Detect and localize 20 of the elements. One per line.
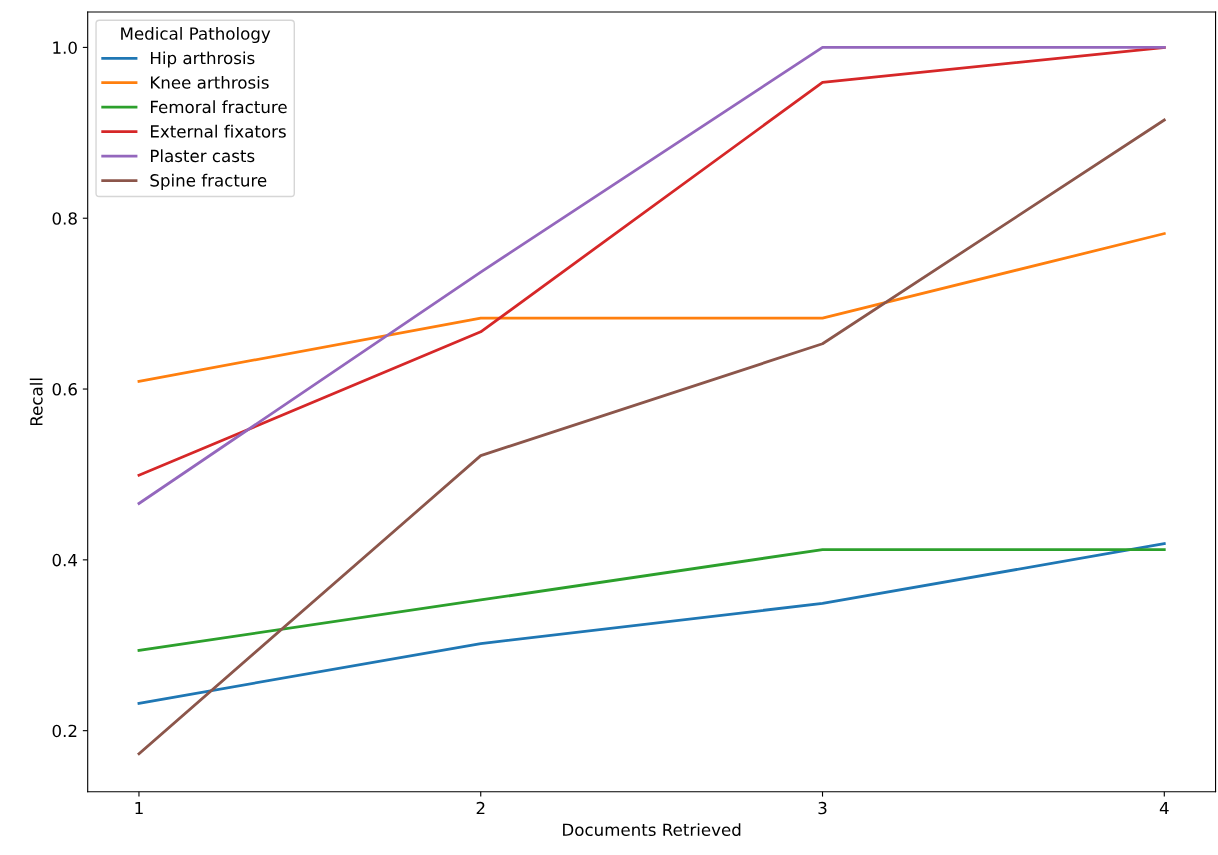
y-tick-label: 0.4 (52, 553, 78, 567)
y-axis-title: Recall (29, 378, 43, 426)
x-axis-title: Documents Retrieved (563, 823, 741, 837)
x-tick-label: 4 (1159, 801, 1169, 815)
legend-label: Knee arthrosis (151, 75, 269, 89)
legend-title: Medical Pathology (121, 26, 271, 44)
y-tick-label: 1.0 (53, 41, 77, 54)
legend-label: Plaster casts (151, 149, 255, 163)
x-tick-label: 3 (818, 801, 827, 815)
x-tick-label: 2 (476, 801, 485, 815)
legend-label: Spine fracture (150, 173, 267, 190)
y-tick-label: 0.8 (52, 212, 77, 225)
legend-label: Hip arthrosis (151, 51, 255, 68)
legend-label: External fixators (151, 124, 286, 138)
y-tick-label: 0.6 (52, 383, 77, 396)
line-series (137, 118, 1166, 756)
line-series (137, 542, 1166, 705)
legend-label: Femoral fracture (151, 100, 287, 114)
x-tick-label: 1 (135, 801, 143, 815)
y-tick-label: 0.2 (52, 724, 77, 738)
